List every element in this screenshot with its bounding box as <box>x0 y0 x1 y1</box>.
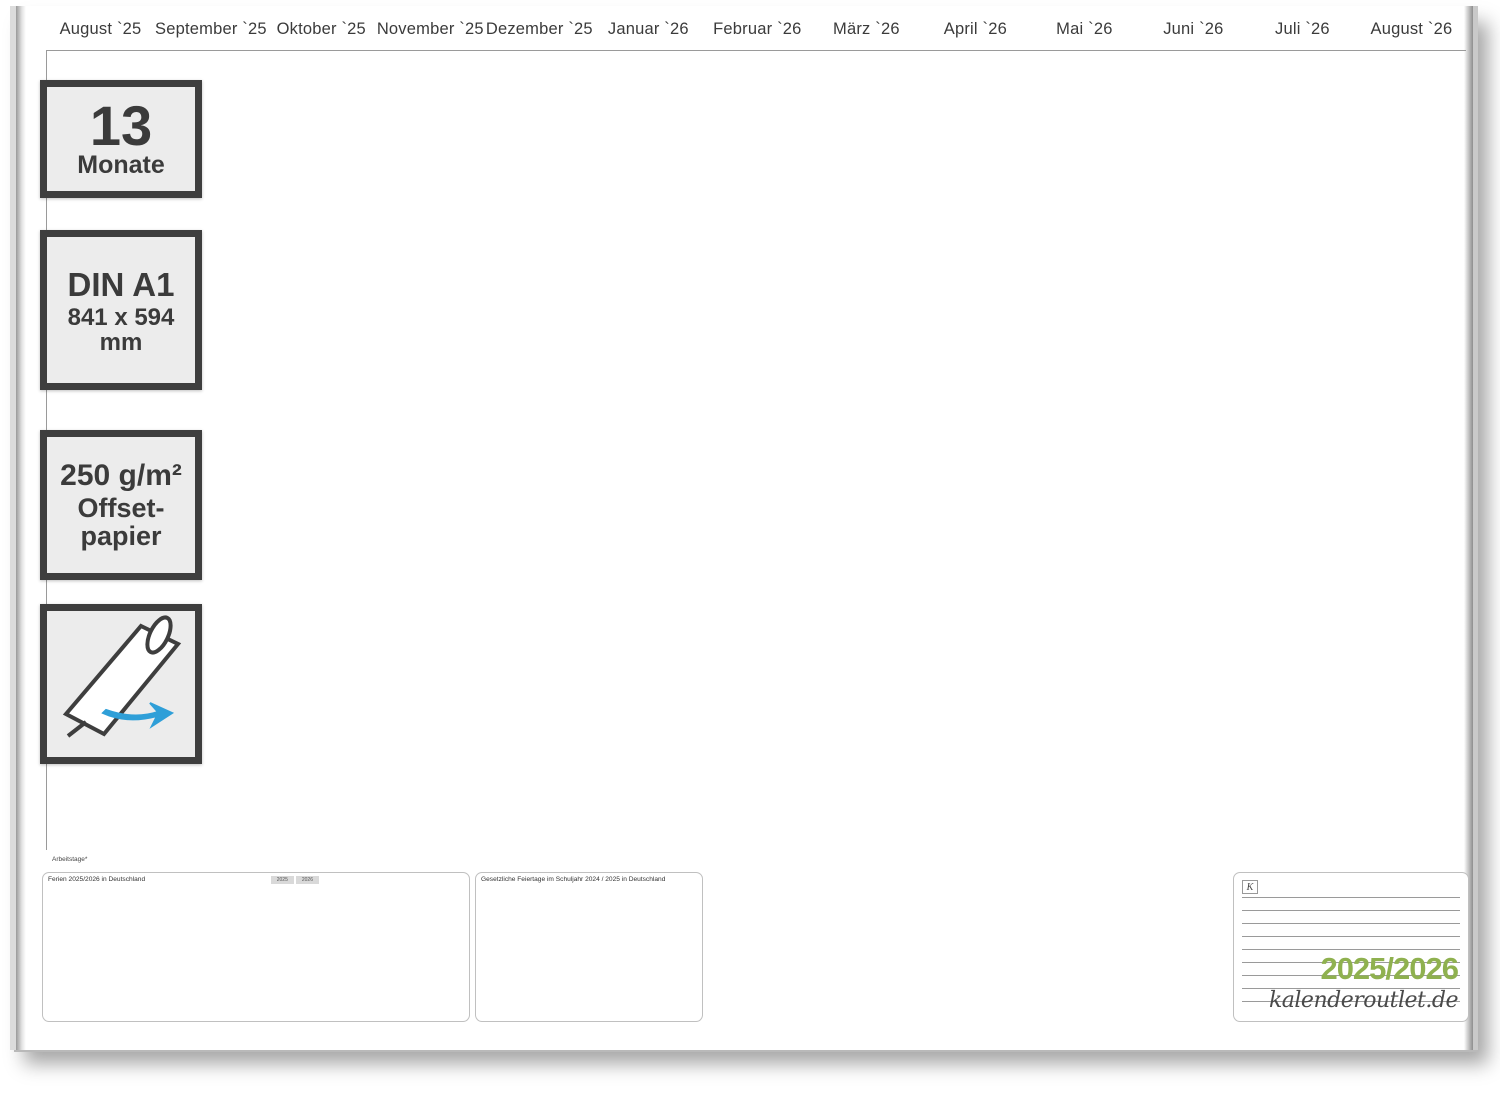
note-line[interactable] <box>1242 950 1460 963</box>
note-lines[interactable] <box>1242 885 1460 1002</box>
month-header-8: März `26 <box>833 20 900 38</box>
year-tag-end: 2026 <box>295 876 319 884</box>
note-line[interactable] <box>1242 989 1460 1002</box>
working-days-label: Arbeitstage* <box>52 856 88 863</box>
state-abbreviations <box>476 885 702 887</box>
paper-badge-label: Offset-papier <box>77 492 165 552</box>
month-header-12: Juli `26 <box>1275 20 1330 38</box>
calendar-grid <box>46 50 1466 850</box>
school-holidays-year-tags: 2025 2026 <box>270 876 319 884</box>
school-holidays-title: Ferien 2025/2026 in Deutschland <box>48 876 146 883</box>
month-header-6: Januar `26 <box>607 20 689 38</box>
logo-site: kalenderoutlet.de <box>1268 988 1459 1013</box>
month-header-11: Juni `26 <box>1163 20 1224 38</box>
rolled-badge <box>40 604 202 764</box>
working-days-row: Arbeitstage* <box>46 854 1466 868</box>
format-badge-value: DIN A1 <box>67 266 175 304</box>
poster-right-edge <box>1464 6 1473 1050</box>
month-header-13: August `26 <box>1370 20 1453 38</box>
note-line[interactable] <box>1242 885 1460 898</box>
logo-year: 2025/2026 <box>1320 951 1459 986</box>
mini-calendars <box>708 872 1228 1022</box>
school-holidays-notes <box>43 885 469 887</box>
month-header-10: Mai `26 <box>1056 20 1113 38</box>
month-header-1: August `25 <box>59 20 142 38</box>
poster-footer <box>46 1026 1466 1038</box>
month-header-7: Februar `26 <box>713 20 802 38</box>
public-holidays-title: Gesetzliche Feiertage im Schuljahr 2024 … <box>481 876 666 883</box>
note-line[interactable] <box>1242 937 1460 950</box>
school-holidays-panel: Ferien 2025/2026 in Deutschland 2025 202… <box>42 872 470 1022</box>
rolled-poster-icon <box>62 615 182 738</box>
months-badge-value: 13 <box>89 93 153 157</box>
paper-badge-value: 250 g/m² <box>60 459 182 493</box>
note-line[interactable] <box>1242 976 1460 989</box>
bottom-panels: Ferien 2025/2026 in Deutschland 2025 202… <box>42 872 1473 1022</box>
poster-left-edge <box>16 6 26 1050</box>
month-header-4: November `25 <box>376 20 484 38</box>
note-line[interactable] <box>1242 898 1460 911</box>
calendar-poster: August `25 September `25 Oktober `25 Novemb… <box>10 6 1478 1050</box>
note-line[interactable] <box>1242 924 1460 937</box>
note-line[interactable] <box>1242 963 1460 976</box>
month-header-9: April `26 <box>943 20 1007 38</box>
year-tag-start: 2025 <box>270 876 294 884</box>
month-header-row: August `25 September `25 Oktober `25 Novemb… <box>46 20 1466 48</box>
paper-badge: 250 g/m² Offset-papier <box>40 430 202 580</box>
public-holidays-panel: Gesetzliche Feiertage im Schuljahr 2024 … <box>475 872 703 1022</box>
note-line[interactable] <box>1242 911 1460 924</box>
months-badge-label: Monate <box>77 150 165 179</box>
notes-panel: K 2025/2026 kalenderoutlet.de <box>1233 872 1469 1022</box>
format-badge-label: 841 x 594 mm <box>67 303 175 356</box>
k-logo-icon: K <box>1242 880 1258 894</box>
months-badge: 13 Monate <box>40 80 202 198</box>
format-badge: DIN A1 841 x 594 mm <box>40 230 202 390</box>
month-header-5: Dezember `25 <box>485 20 593 38</box>
month-header-2: September `25 <box>155 20 267 38</box>
month-header-3: Oktober `25 <box>276 20 366 38</box>
